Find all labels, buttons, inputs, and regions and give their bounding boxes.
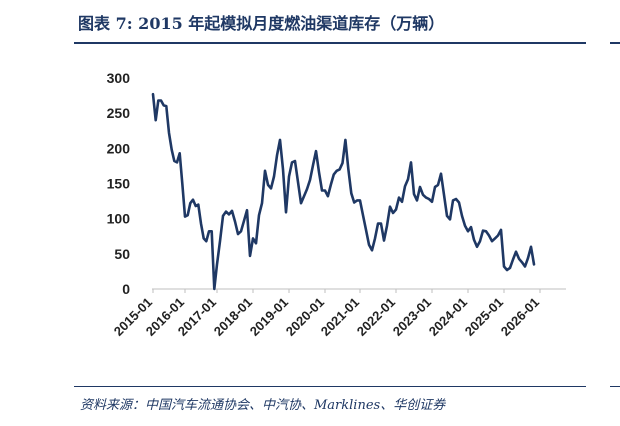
y-tick-label: 150: [107, 176, 131, 192]
adjacent-figure-rule: [610, 42, 620, 44]
x-tick-label: 2018-01: [211, 295, 255, 339]
figure-title: 图表 7: 2015 年起模拟月度燃油渠道库存（万辆）: [78, 14, 445, 33]
y-axis: 0 50 100 150 200 250 300: [107, 70, 131, 297]
y-tick-label: 100: [107, 211, 131, 227]
x-tick-label: 2026-01: [498, 295, 542, 339]
x-tick-label: 2023-01: [390, 295, 434, 339]
y-tick-label: 0: [122, 281, 130, 297]
title-underline: [74, 42, 586, 44]
y-tick-label: 200: [107, 140, 131, 156]
source-rule: [74, 386, 586, 387]
x-tick-label: 2019-01: [247, 295, 291, 339]
adjacent-source-rule: [610, 386, 620, 387]
plot-area: [151, 92, 536, 291]
series-line: [151, 92, 536, 291]
x-tick-label: 2024-01: [426, 295, 470, 339]
line-chart: 0 50 100 150 200 250 300 2015-012016-012017-01…: [107, 70, 566, 339]
x-tick-label: 2022-01: [354, 295, 398, 339]
x-tick-label: 2021-01: [318, 295, 362, 339]
x-tick-label: 2025-01: [462, 295, 506, 339]
y-tick-label: 50: [114, 246, 130, 262]
x-axis: 2015-012016-012017-012018-012019-012020-…: [111, 288, 566, 339]
y-tick-label: 250: [107, 105, 131, 121]
y-tick-label: 300: [107, 70, 131, 86]
source-note: 资料来源：中国汽车流通协会、中汽协、Marklines、华创证券: [80, 398, 446, 413]
